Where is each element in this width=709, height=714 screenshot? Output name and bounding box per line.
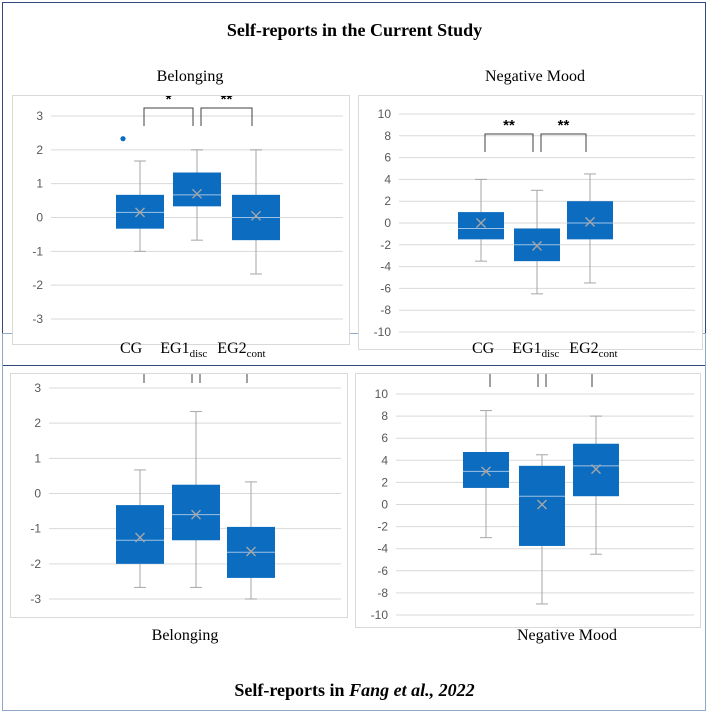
box-CG [463,452,509,488]
significance-label: * [166,96,172,108]
y-tick-label: 4 [381,453,388,467]
significance-bracket [489,370,539,387]
mean-marker [192,188,202,199]
y-tick-label: -2 [32,278,43,292]
y-tick-label: -6 [380,281,391,295]
y-tick-label: 6 [381,431,388,445]
y-tick-label: -4 [380,260,391,274]
category-eg1-label: EG1disc [160,340,208,361]
fang-study-frame [2,333,706,711]
category-eg1-label: EG1disc [512,340,560,361]
y-tick-label: 2 [381,475,388,489]
box-EG2cont [567,201,613,240]
y-tick-label: 0 [36,211,43,225]
mean-marker [246,546,256,557]
panel-title-fang-negative-mood: Negative Mood [517,627,617,644]
mean-marker [251,210,261,221]
significance-bracket [484,133,534,152]
y-tick-label: 3 [36,109,43,123]
box-EG1disc [519,465,565,546]
y-tick-label: 8 [384,129,391,143]
y-tick-label: 8 [381,409,388,423]
mean-marker [591,464,601,475]
mean-marker [537,499,547,510]
significance-label: ** [503,117,515,134]
mean-marker [481,466,491,477]
y-tick-label: -6 [377,564,388,578]
y-tick-label: 2 [34,416,41,430]
y-tick-label: 10 [378,107,392,121]
y-tick-label: -10 [374,325,392,339]
panel-title-current-negative-mood: Negative Mood [485,68,585,85]
mean-marker [585,216,595,227]
panel-title-current-belonging: Belonging [156,68,224,85]
y-tick-label: 2 [384,194,391,208]
box-EG1disc [172,484,220,541]
category-labels-current-negative-mood: CG EG1disc EG2cont [472,340,618,360]
panel-title-fang-belonging: Belonging [151,627,219,644]
category-labels-current-belonging: CG EG1disc EG2cont [120,340,266,360]
box-CG [458,212,504,240]
y-tick-label: 1 [36,177,43,191]
y-tick-label: 4 [384,172,391,186]
y-tick-label: 2 [36,143,43,157]
significance-label: ** [221,96,233,108]
y-tick-label: -4 [377,542,388,556]
mean-marker [532,240,542,251]
y-tick-label: -2 [30,557,41,571]
current-study-title: Self-reports in the Current Study [226,20,483,40]
y-tick-label: 6 [384,151,391,165]
y-tick-label: -3 [30,592,41,606]
y-tick-label: 0 [34,487,41,501]
significance-bracket [143,107,194,126]
y-tick-label: -8 [377,586,388,600]
y-tick-label: -1 [32,244,43,258]
y-tick-label: -3 [32,312,43,326]
fang-study-title: Self-reports in Fang et al., 2022 [234,680,475,700]
chart-current-negative-mood: 10 8 6 4 2 0 -2 -4 -6 -8 -10 ** ** [358,95,703,350]
significance-bracket [200,107,253,126]
mean-marker [135,207,145,218]
y-tick-label: -2 [380,238,391,252]
y-tick-label: -2 [377,520,388,534]
mean-marker [135,532,145,543]
current-study-frame [2,2,706,366]
box-EG1disc [173,172,221,207]
category-cg-label: CG [120,340,143,357]
mean-marker [191,509,201,520]
y-tick-label: 0 [381,498,388,512]
y-tick-label: -10 [371,608,389,622]
category-eg2-label: EG2cont [569,340,618,361]
chart-current-negative-mood-svg: 10 8 6 4 2 0 -2 -4 -6 -8 -10 ** ** [374,107,695,339]
y-tick-label: 0 [384,216,391,230]
significance-bracket [199,367,248,383]
y-tick-label: 3 [34,381,41,395]
significance-label: ** [558,117,570,134]
y-tick-label: -8 [380,303,391,317]
chart-current-belonging: 3 2 1 0 -1 -2 -3 * ** [12,91,350,345]
box-CG [116,505,164,564]
category-eg2-label: EG2cont [217,340,266,361]
significance-bracket [545,370,593,387]
y-tick-label: 10 [375,387,389,401]
outlier-point [120,136,126,142]
y-tick-label: 1 [34,451,41,465]
significance-bracket [143,367,193,383]
y-tick-label: -1 [30,522,41,536]
significance-bracket [540,133,587,152]
mean-marker [476,218,486,228]
category-cg-label: CG [472,340,495,357]
